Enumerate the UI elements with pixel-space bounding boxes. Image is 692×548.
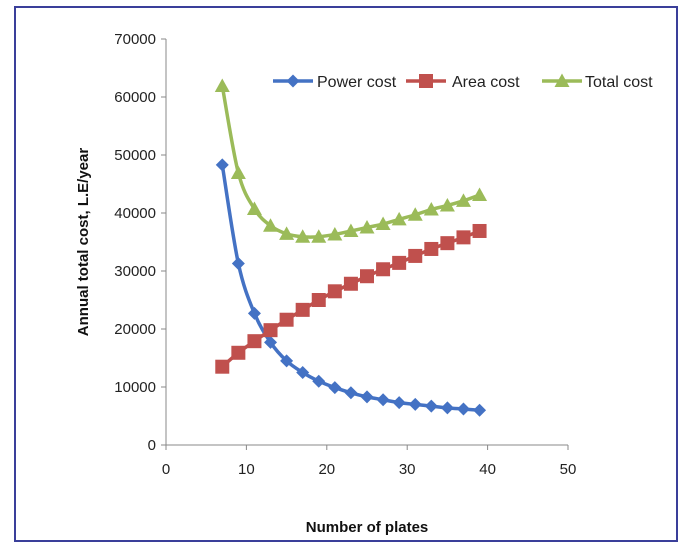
y-tick-label: 40000 [114,205,156,222]
data-point [247,306,261,320]
data-point [360,269,374,284]
data-point [408,248,423,263]
x-tick-label: 50 [560,461,577,478]
data-point [472,223,487,238]
data-point [246,201,262,215]
legend-label: Total cost [585,74,653,91]
data-point [343,223,359,237]
data-point [263,323,278,338]
chart-frame: 0 10000 20000 30000 40000 50000 60000 70000 0 10 2… [14,6,678,542]
data-point [360,390,374,404]
y-tick-label: 60000 [114,89,156,106]
legend-item-area-cost: Area cost [406,74,520,91]
data-point [264,335,278,349]
data-point [231,345,246,360]
data-point [230,165,246,179]
legend-item-power-cost: Power cost [273,74,397,91]
x-axis-title: Number of plates [306,519,429,536]
legend-marker [419,74,433,88]
legend-item-total-cost: Total cost [542,73,653,91]
legend-label: Area cost [452,74,520,91]
data-point [343,276,358,291]
legend-label: Power cost [317,74,397,91]
data-point [439,197,455,212]
data-point [247,334,262,349]
legend: Power cost Area cost Total cost [273,73,653,91]
x-tick-label: 10 [238,461,255,478]
data-point [295,229,311,243]
x-tick-label: 30 [399,461,416,478]
data-point [408,397,422,411]
y-axis-title: Annual total cost, L.E/year [75,148,92,337]
data-point [327,284,342,299]
data-point [376,262,391,277]
y-tick-label: 30000 [114,263,156,280]
y-tick-label: 50000 [114,147,156,164]
data-point [391,211,407,226]
data-point [423,202,439,216]
data-point [392,396,406,410]
data-point [392,255,407,270]
series-power-cost [215,158,487,417]
data-point [424,399,438,413]
data-point [214,78,230,92]
data-point [407,207,423,221]
data-point [328,381,342,395]
data-point [311,229,327,243]
data-point [279,226,295,240]
axes [161,38,569,450]
series-area-cost [215,223,487,374]
legend-marker [286,74,300,88]
tick-labels: 0 10000 20000 30000 40000 50000 60000 70000 0 10 2… [114,31,576,478]
data-point [344,386,358,400]
x-tick-label: 20 [318,461,335,478]
data-point [296,366,310,379]
data-point [440,236,455,251]
data-point [376,393,390,407]
data-point [455,193,471,207]
data-point [311,293,326,307]
series-total-cost [214,78,488,243]
y-tick-label: 20000 [114,321,156,338]
y-tick-label: 10000 [114,379,156,396]
data-point [279,312,294,327]
legend-marker [554,73,570,87]
data-point [231,256,245,270]
data-point [327,226,343,241]
x-tick-label: 0 [162,461,170,478]
data-point [456,230,471,245]
data-point [375,216,391,231]
data-point [359,220,375,234]
line-chart: 0 10000 20000 30000 40000 50000 60000 70000 0 10 2… [75,31,653,536]
data-point [295,302,310,317]
data-point [424,241,439,256]
data-point [215,158,229,172]
data-point [280,354,294,368]
y-tick-label: 70000 [114,31,156,48]
data-point [440,401,454,415]
data-point [263,218,279,232]
data-point [472,187,488,202]
y-tick-label: 0 [148,437,156,454]
data-point [215,359,230,374]
data-point [312,374,326,388]
data-point [473,403,487,417]
x-tick-label: 40 [479,461,496,478]
data-point [456,402,470,416]
series-layer [214,78,488,417]
